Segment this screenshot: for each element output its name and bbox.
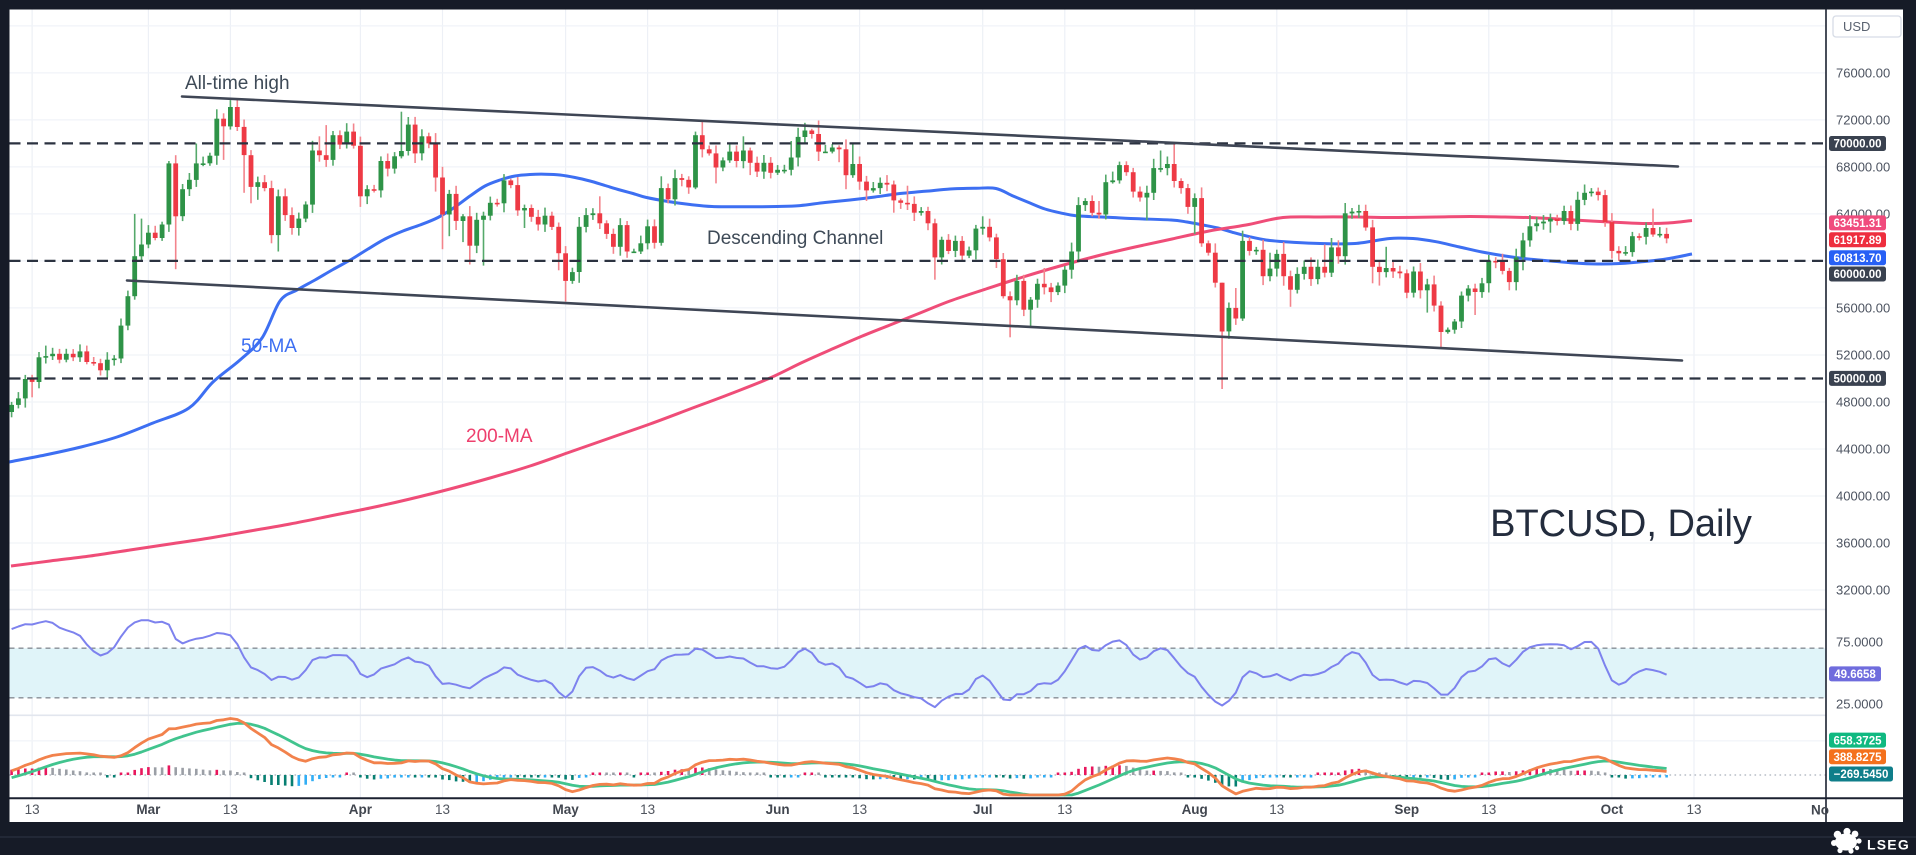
svg-text:13: 13 [435,802,450,817]
svg-text:−269.5450: −269.5450 [1834,769,1889,781]
svg-text:13: 13 [223,802,238,817]
svg-text:13: 13 [1269,802,1284,817]
svg-text:52000.00: 52000.00 [1836,348,1890,363]
svg-text:25.0000: 25.0000 [1836,697,1883,712]
svg-text:49.6658: 49.6658 [1834,669,1876,681]
svg-text:13: 13 [25,802,40,817]
svg-text:13: 13 [852,802,867,817]
svg-text:72000.00: 72000.00 [1836,112,1890,127]
svg-text:50-MA: 50-MA [241,336,297,357]
svg-text:200-MA: 200-MA [466,426,533,447]
svg-text:Oct: Oct [1601,802,1624,817]
svg-text:USD: USD [1843,19,1870,34]
svg-text:388.8275: 388.8275 [1834,752,1883,764]
svg-text:40000.00: 40000.00 [1836,489,1890,504]
svg-text:68000.00: 68000.00 [1836,159,1890,174]
svg-text:Jul: Jul [973,802,993,817]
svg-text:Sep: Sep [1394,802,1419,817]
svg-text:36000.00: 36000.00 [1836,536,1890,551]
svg-text:LSEG: LSEG [1867,837,1910,853]
svg-text:75.0000: 75.0000 [1836,635,1883,650]
svg-text:63451.31: 63451.31 [1834,218,1883,230]
svg-text:13: 13 [1686,802,1701,817]
svg-text:Apr: Apr [349,802,373,817]
svg-text:Descending Channel: Descending Channel [707,228,883,249]
svg-text:32000.00: 32000.00 [1836,583,1890,598]
svg-text:50000.00: 50000.00 [1834,374,1882,386]
svg-text:13: 13 [1481,802,1496,817]
svg-text:May: May [552,802,579,817]
svg-text:48000.00: 48000.00 [1836,395,1890,410]
svg-text:No: No [1811,803,1829,818]
svg-text:60000.00: 60000.00 [1834,269,1882,281]
svg-text:Jun: Jun [766,802,790,817]
svg-text:BTCUSD, Daily: BTCUSD, Daily [1490,503,1752,545]
svg-text:13: 13 [1057,802,1072,817]
svg-text:Mar: Mar [136,802,161,817]
svg-text:13: 13 [640,802,655,817]
svg-text:All-time high: All-time high [185,73,290,94]
svg-text:70000.00: 70000.00 [1834,139,1882,151]
svg-text:44000.00: 44000.00 [1836,442,1890,457]
svg-text:56000.00: 56000.00 [1836,300,1890,315]
svg-text:658.3725: 658.3725 [1834,735,1883,747]
svg-text:60813.70: 60813.70 [1834,253,1882,265]
svg-text:76000.00: 76000.00 [1836,65,1890,80]
svg-text:61917.89: 61917.89 [1834,235,1882,247]
svg-text:Aug: Aug [1182,802,1208,817]
